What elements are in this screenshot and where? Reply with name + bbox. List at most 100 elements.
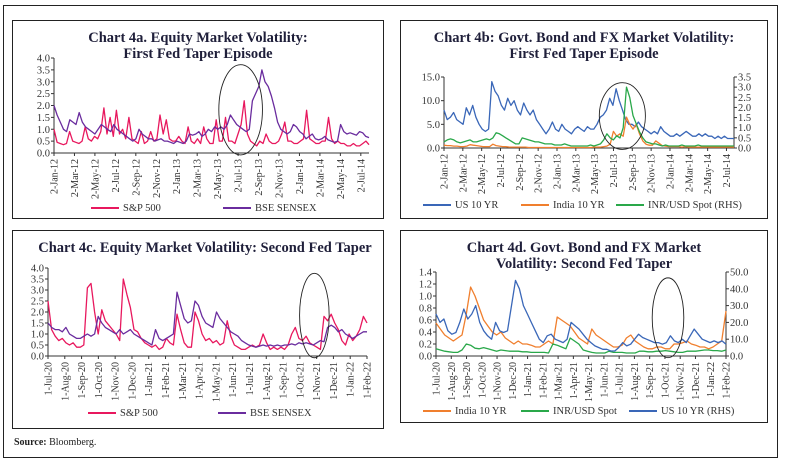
chart-4a-highlight-ellipse [218, 64, 263, 156]
chart-4b-y2-tick-label: 1.0 [738, 123, 751, 134]
chart-4c-plot: 0.00.51.01.52.02.53.03.54.0 1-Jul-20 1-Aug… [31, 264, 374, 420]
chart-4d-y2-tick-label: 20.0 [730, 318, 748, 329]
chart-4b-title-line-1: Chart 4b: Govt. Bond and FX Market Volat… [433, 30, 735, 46]
chart-4c-x-tick-label: 1-Nov-20 [111, 362, 122, 401]
chart-4d-x-tick-label: 1-Feb-22 [722, 362, 733, 399]
chart-4b-plot: 0.05.010.015.00.00.51.01.52.02.53.03.52-… [422, 73, 752, 212]
chart-4d-y-tick-label: 0.4 [419, 328, 433, 339]
chart-4d-y-tick-label: 0.0 [419, 352, 432, 363]
chart-4d-x-tick-label: 1-Dec-21 [691, 362, 702, 400]
chart-4a-title-line-2: First Fed Taper Episode [123, 46, 273, 62]
chart-4c-y-tick-label: 3.0 [31, 286, 44, 297]
chart-4d-x-tick-label: 1-Jun-21 [599, 362, 610, 398]
chart-4b-x-tick-label: 2-Nov-13 [647, 154, 658, 193]
chart-4b-y2-tick-label: 0.0 [738, 144, 751, 155]
chart-4a-legend-label: BSE SENSEX [255, 203, 317, 214]
chart-4a-y-tick-label: 1.0 [37, 125, 50, 136]
chart-4a-title: Chart 4a. Equity Market Volatility: Firs… [13, 30, 383, 62]
source-value: Bloomberg. [49, 437, 97, 448]
chart-4b-y2-tick-label: 2.0 [738, 103, 751, 114]
chart-4c-title: Chart 4c. Equity Market Volatility: Seco… [13, 240, 383, 256]
chart-4d-x-tick-label: 1-Jul-20 [432, 362, 443, 395]
chart-4c-y-tick-label: 1.0 [31, 330, 44, 341]
chart-4d-y2-tick-label: 30.0 [730, 301, 748, 312]
chart-4b-x-tick-label: 2-Jul-12 [496, 154, 507, 187]
chart-4b-x-tick-label: 2-Mar-12 [458, 154, 469, 192]
chart-4b-x-tick-label: 2-Mar-13 [571, 154, 582, 192]
chart-4a-panel: Chart 4a. Equity Market Volatility: Firs… [12, 20, 384, 219]
chart-4b-y2-tick-label: 1.5 [738, 113, 751, 124]
chart-4d-y2-tick-label: 10.0 [730, 335, 748, 346]
chart-4d-y-tick-label: 0.2 [419, 340, 432, 351]
chart-4a-y-tick-label: 0.5 [37, 137, 50, 148]
chart-4c-x-tick-label: 1-Apr-21 [195, 362, 206, 399]
chart-4d-title-line-2: Volatility: Second Fed Taper [495, 256, 673, 272]
chart-4b-x-tick-label: 2-Jan-12 [440, 154, 451, 189]
chart-4b-x-tick-label: 2-Nov-12 [534, 154, 545, 193]
chart-4d-x-tick-label: 1-Oct-20 [477, 362, 488, 398]
chart-4d-x-tick-label: 1-Jan-22 [706, 362, 717, 397]
chart-4c-y-tick-label: 2.0 [31, 308, 44, 319]
chart-4c-series-s-p-500 [47, 278, 368, 351]
chart-4b-x-tick-label: 2-Jul-14 [722, 154, 733, 187]
chart-4b-x-tick-label: 2-May-13 [590, 154, 601, 194]
chart-4a-y-tick-label: 1.5 [37, 113, 50, 124]
chart-4d-y2-tick-label: 0.0 [730, 352, 743, 363]
chart-4a-x-tick-label: 2-Sep-12 [131, 159, 142, 196]
chart-4c-x-tick-label: 1-Jan-22 [346, 362, 357, 397]
chart-4d-y-tick-label: 1.0 [419, 292, 432, 303]
chart-4a-x-tick-label: 2-Nov-13 [275, 159, 286, 198]
chart-4b-x-tick-label: 2-Mar-14 [684, 154, 695, 192]
chart-4a-legend-label: S&P 500 [123, 203, 161, 214]
chart-4c-x-tick-label: 1-Aug-21 [262, 362, 273, 401]
chart-4c-x-tick-label: 1-Dec-21 [329, 362, 340, 400]
chart-4a-x-tick-label: 2-Jul-13 [234, 159, 245, 192]
chart-4c-x-tick-label: 1-Feb-22 [363, 362, 374, 399]
chart-4a-x-tick-label: 2-Jan-13 [172, 159, 183, 194]
chart-4d-x-tick-label: 1-Apr-21 [569, 362, 580, 399]
chart-4c-x-tick-label: 1-Mar-21 [178, 362, 189, 400]
chart-4b-legend-label: INR/USD Spot (RHS) [648, 200, 742, 211]
chart-4c-highlight-ellipse [299, 272, 330, 359]
chart-4b-x-tick-label: 2-Jul-13 [609, 154, 620, 187]
chart-4b-x-tick-label: 2-Jan-14 [665, 154, 676, 189]
chart-4a-y-tick-label: 4.0 [37, 54, 50, 65]
chart-4c-series-bse-sensex [47, 291, 367, 348]
chart-4a-x-tick-label: 2-Nov-12 [152, 159, 163, 198]
chart-4c-legend-label: S&P 500 [120, 408, 158, 419]
chart-4d-y-tick-label: 0.6 [419, 316, 432, 327]
chart-4b-x-tick-label: 2-Jan-13 [552, 154, 563, 189]
chart-4d-x-tick-label: 1-Nov-20 [493, 362, 504, 401]
chart-4d-x-tick-label: 1-Feb-21 [538, 362, 549, 399]
chart-4b-title-line-2: First Fed Taper Episode [509, 46, 659, 62]
chart-4a-x-tick-label: 2-May-12 [90, 159, 101, 199]
chart-4c-y-tick-label: 0.5 [31, 341, 44, 352]
chart-4a-series-bse-sensex [53, 69, 370, 145]
chart-4d-legend-label: US 10 YR (RHS) [661, 406, 735, 417]
chart-4d-x-tick-label: 1-Jul-21 [615, 362, 626, 395]
chart-4d-x-tick-label: 1-Nov-21 [676, 362, 687, 401]
chart-4a-x-tick-label: 2-Mar-13 [193, 159, 204, 197]
chart-4b-y2-tick-label: 3.0 [738, 83, 751, 94]
chart-4a-y-tick-label: 0.0 [37, 149, 50, 160]
chart-4a-x-tick-label: 2-Jan-12 [50, 159, 61, 194]
chart-4b-title: Chart 4b: Govt. Bond and FX Market Volat… [401, 30, 767, 62]
chart-4c-x-tick-label: 1-Sep-21 [279, 362, 290, 399]
chart-4a-title-line-1: Chart 4a. Equity Market Volatility: [88, 30, 308, 46]
chart-4d-x-tick-label: 1-May-21 [584, 362, 595, 402]
chart-4d-x-tick-label: 1-Sep-21 [645, 362, 656, 399]
chart-4b-x-tick-label: 2-Sep-12 [515, 154, 526, 191]
chart-4a-x-tick-label: 2-Mar-14 [315, 159, 326, 197]
chart-4b-panel: Chart 4b: Govt. Bond and FX Market Volat… [400, 20, 768, 219]
chart-4a-y-tick-label: 3.0 [37, 77, 50, 88]
chart-4c-x-tick-label: 1-May-21 [211, 362, 222, 402]
chart-4d-y2-tick-label: 40.0 [730, 284, 748, 295]
chart-4a-x-tick-label: 2-May-13 [213, 159, 224, 199]
chart-4a-x-tick-label: 2-Jul-14 [356, 159, 367, 192]
chart-4d-x-tick-label: 1-Aug-20 [447, 362, 458, 401]
chart-4b-y2-tick-label: 2.5 [738, 93, 751, 104]
chart-4c-x-tick-label: 1-Jul-20 [44, 362, 55, 395]
chart-4d-legend-label: INR/USD Spot [553, 406, 617, 417]
chart-4d-plot: 0.00.20.40.60.81.01.21.40.010.020.030.04… [419, 268, 749, 418]
chart-4d-x-tick-label: 1-Aug-21 [630, 362, 641, 401]
